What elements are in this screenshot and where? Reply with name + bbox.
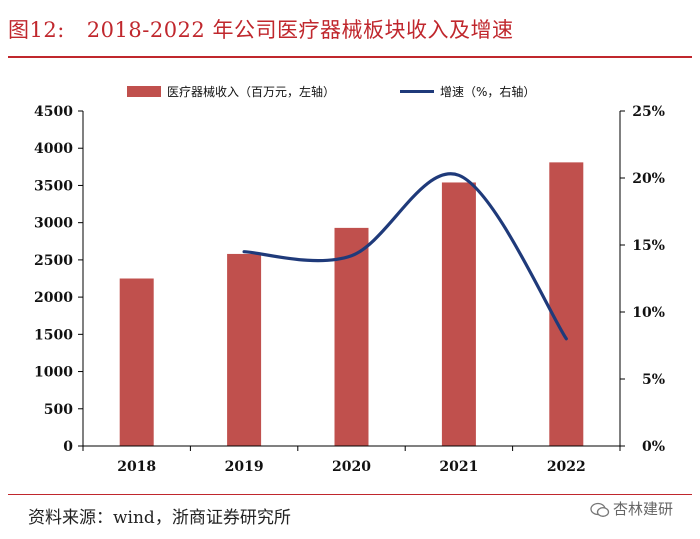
y-right-tick-label: 15% <box>632 238 665 254</box>
y-right-tick-label: 10% <box>632 305 665 321</box>
x-tick-label: 2020 <box>332 459 371 475</box>
y-left-tick-label: 4000 <box>34 141 73 157</box>
legend-line-label: 增速（%，右轴） <box>440 84 535 99</box>
bar-2018 <box>119 278 154 446</box>
y-left-tick-label: 500 <box>44 402 73 418</box>
figure-label: 图12: <box>8 18 65 42</box>
y-right-tick-label: 0% <box>642 439 665 455</box>
y-left-tick-label: 2000 <box>34 290 73 306</box>
bar-2019 <box>227 253 262 446</box>
y-right-tick-label: 20% <box>632 171 665 187</box>
chart-title: 图12: 2018-2022 年公司医疗器械板块收入及增速 <box>8 14 513 44</box>
legend-bar-label: 医疗器械收入（百万元，左轴） <box>167 84 335 99</box>
y-left-tick-label: 3000 <box>34 216 73 232</box>
y-left-tick-label: 2500 <box>34 253 73 269</box>
y-right-tick-label: 5% <box>642 372 665 388</box>
y-left-tick-label: 0 <box>63 439 73 455</box>
watermark-text: 杏林建研 <box>613 500 674 518</box>
watermark: 杏林建研 <box>590 498 673 520</box>
y-right-tick-label: 25% <box>632 104 665 120</box>
y-left-tick-label: 1500 <box>34 327 73 343</box>
legend: 医疗器械收入（百万元，左轴） 增速（%，右轴） <box>127 84 535 99</box>
wechat-icon <box>590 502 610 517</box>
bar-2020 <box>334 227 369 446</box>
bar-2022 <box>549 162 584 446</box>
y-left-tick-label: 1000 <box>34 365 73 381</box>
source-note: 资料来源：wind，浙商证券研究所 <box>28 508 291 528</box>
y-left-tick-label: 4500 <box>34 104 73 120</box>
x-tick-label: 2018 <box>117 459 156 475</box>
legend-bar-swatch <box>127 86 161 97</box>
bottom-divider <box>8 494 692 495</box>
x-tick-label: 2021 <box>439 459 478 475</box>
x-tick-label: 2019 <box>225 459 264 475</box>
growth-rate-line <box>242 172 568 341</box>
x-tick-label: 2022 <box>547 459 586 475</box>
top-divider <box>8 56 692 58</box>
figure-title: 2018-2022 年公司医疗器械板块收入及增速 <box>86 18 514 42</box>
y-left-tick-label: 3500 <box>34 178 73 194</box>
bar-2021 <box>441 182 476 446</box>
